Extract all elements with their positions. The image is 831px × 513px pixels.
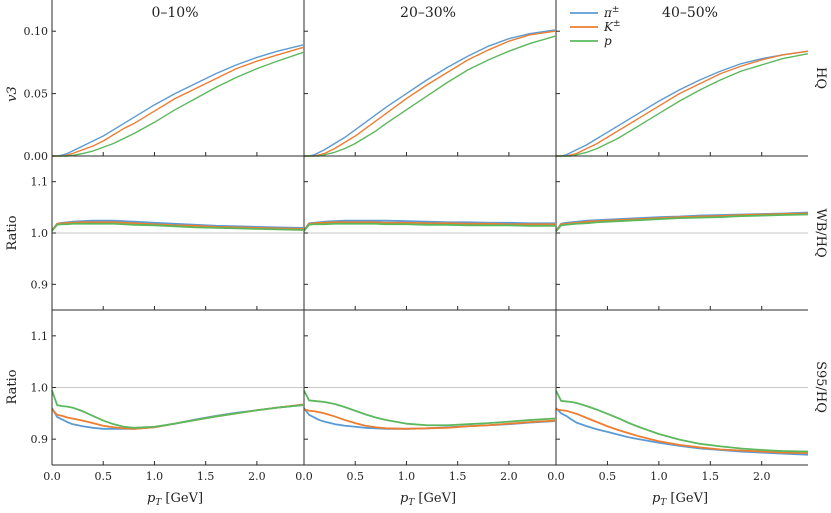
series-line-pi-r0-c0 (52, 44, 304, 157)
series-line-k-r1-c0 (51, 221, 304, 231)
series-line-k-r2-c1 (303, 408, 556, 430)
panel-r1-c0 (51, 219, 304, 234)
legend-label-k: K± (603, 19, 621, 34)
panels-layer (51, 29, 809, 456)
x-tick-label-c1-3: 1.5 (449, 470, 467, 483)
x-tick-label-c1-0: 0.0 (295, 470, 313, 483)
y-tick-label-r0-0: 0.00 (24, 150, 49, 163)
panel-r0-c2 (556, 50, 809, 157)
panel-r2-c2 (555, 387, 809, 456)
panel-r0-c0 (52, 44, 304, 157)
series-line-p-r1-c1 (303, 222, 555, 232)
x-tick-label-c1-2: 1.0 (398, 470, 416, 483)
panel-r0-c1 (304, 29, 556, 157)
y-axis-label-2: Ratio (5, 369, 20, 404)
x-tick-label-c2-4: 2.0 (753, 470, 771, 483)
x-tick-label-c0-1: 0.5 (94, 470, 112, 483)
series-line-pi-r0-c1 (304, 29, 556, 157)
panel-r1-c1 (303, 219, 555, 234)
series-line-p-r2-c2 (555, 390, 809, 453)
column-title-0: 0–10% (151, 5, 198, 21)
column-title-2: 40–50% (662, 5, 718, 21)
legend-label-pi: π± (603, 5, 619, 20)
series-line-k-r0-c0 (52, 46, 304, 157)
row-label-2: S95/HQ (813, 361, 828, 413)
y-tick-label-r0-2: 0.10 (24, 25, 49, 38)
x-axis-label-1: pT [GeV] (400, 491, 456, 508)
x-axis-label-0: pT [GeV] (147, 491, 203, 508)
x-tick-label-c0-0: 0.0 (43, 470, 61, 483)
y-tick-label-r2-2: 1.1 (31, 330, 49, 343)
series-line-p-r2-c0 (51, 390, 304, 429)
series-line-k-r1-c1 (303, 221, 555, 231)
y-tick-label-r1-1: 1.0 (31, 227, 49, 240)
panel-r1-c2 (555, 211, 809, 234)
legend: π± K± p (570, 5, 621, 48)
x-tick-label-c0-3: 1.5 (197, 470, 215, 483)
y-axis-label-1: Ratio (5, 215, 20, 250)
series-line-p-r2-c1 (303, 390, 556, 427)
y-tick-label-r1-2: 1.1 (31, 176, 49, 189)
labels-layer: 0.00 0.05 0.10 0.9 1.0 1.1 0.9 1.0 1.1 0.0 0.5 1.0 1… (24, 25, 771, 483)
row-label-1: WB/HQ (813, 208, 828, 257)
x-tick-label-c2-1: 0.5 (599, 470, 617, 483)
x-tick-label-c2-3: 1.5 (702, 470, 720, 483)
series-line-k-r2-c0 (51, 403, 304, 430)
row-label-0: HQ (813, 67, 828, 89)
y-tick-label-r0-1: 0.05 (24, 88, 49, 101)
series-line-k-r1-c2 (555, 212, 809, 232)
y-axis-label-0: v3 (5, 86, 20, 102)
panel-r2-c0 (51, 387, 304, 430)
series-line-k-r0-c2 (556, 50, 809, 157)
series-line-pi-r2-c2 (555, 407, 809, 456)
series-line-pi-r0-c2 (556, 50, 809, 157)
x-tick-label-c2-0: 0.0 (547, 470, 565, 483)
panel-r2-c1 (303, 387, 556, 430)
axes-layer (51, 0, 808, 466)
x-tick-label-c1-4: 2.0 (500, 470, 518, 483)
series-line-k-r0-c1 (304, 30, 556, 157)
series-line-k-r2-c2 (555, 408, 809, 455)
x-axis-label-2: pT [GeV] (652, 491, 708, 508)
y-tick-label-r2-0: 0.9 (31, 433, 49, 446)
series-line-p-r1-c0 (51, 222, 304, 232)
series-line-p-r0-c0 (52, 51, 304, 157)
series-line-p-r1-c2 (555, 213, 809, 233)
x-tick-label-c2-2: 1.0 (650, 470, 668, 483)
y-tick-label-r1-0: 0.9 (31, 278, 49, 291)
column-title-1: 20–30% (400, 5, 456, 21)
x-tick-label-c0-4: 2.0 (248, 470, 266, 483)
y-tick-label-r2-1: 1.0 (31, 382, 49, 395)
series-line-p-r0-c1 (304, 35, 556, 157)
legend-label-p: p (604, 34, 612, 48)
x-tick-label-c0-2: 1.0 (146, 470, 164, 483)
x-tick-label-c1-1: 0.5 (346, 470, 364, 483)
